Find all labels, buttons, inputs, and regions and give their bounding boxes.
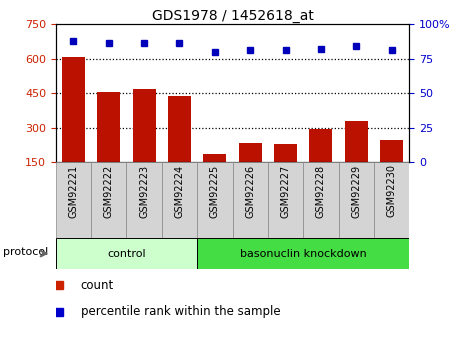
- Text: control: control: [107, 249, 146, 258]
- Text: GSM92229: GSM92229: [351, 165, 361, 218]
- Bar: [126, 162, 162, 238]
- Text: percentile rank within the sample: percentile rank within the sample: [80, 305, 280, 318]
- Bar: [380, 140, 403, 162]
- Bar: [168, 96, 191, 162]
- Bar: [162, 162, 197, 238]
- Text: protocol: protocol: [3, 247, 48, 257]
- Bar: [232, 162, 268, 238]
- Bar: [197, 162, 232, 238]
- Bar: [303, 162, 339, 238]
- Text: GSM92228: GSM92228: [316, 165, 326, 218]
- Text: GSM92227: GSM92227: [280, 165, 291, 218]
- Bar: [239, 143, 262, 162]
- Bar: [274, 144, 297, 162]
- Bar: [203, 154, 226, 162]
- Text: GSM92224: GSM92224: [174, 165, 185, 218]
- Text: GSM92222: GSM92222: [104, 165, 114, 218]
- Bar: [374, 162, 409, 238]
- Text: basonuclin knockdown: basonuclin knockdown: [240, 249, 366, 258]
- Bar: [91, 162, 126, 238]
- Text: count: count: [80, 279, 114, 292]
- Text: GSM92221: GSM92221: [68, 165, 79, 218]
- Text: GSM92230: GSM92230: [386, 165, 397, 217]
- Bar: [56, 238, 197, 269]
- Bar: [268, 162, 303, 238]
- Bar: [97, 92, 120, 162]
- Bar: [56, 162, 91, 238]
- Bar: [197, 238, 409, 269]
- Bar: [309, 129, 332, 162]
- Bar: [62, 57, 85, 162]
- Bar: [133, 89, 156, 162]
- Bar: [339, 162, 374, 238]
- Text: GSM92223: GSM92223: [139, 165, 149, 218]
- Bar: [345, 121, 368, 162]
- Title: GDS1978 / 1452618_at: GDS1978 / 1452618_at: [152, 9, 313, 23]
- Text: GSM92225: GSM92225: [210, 165, 220, 218]
- Text: GSM92226: GSM92226: [245, 165, 255, 218]
